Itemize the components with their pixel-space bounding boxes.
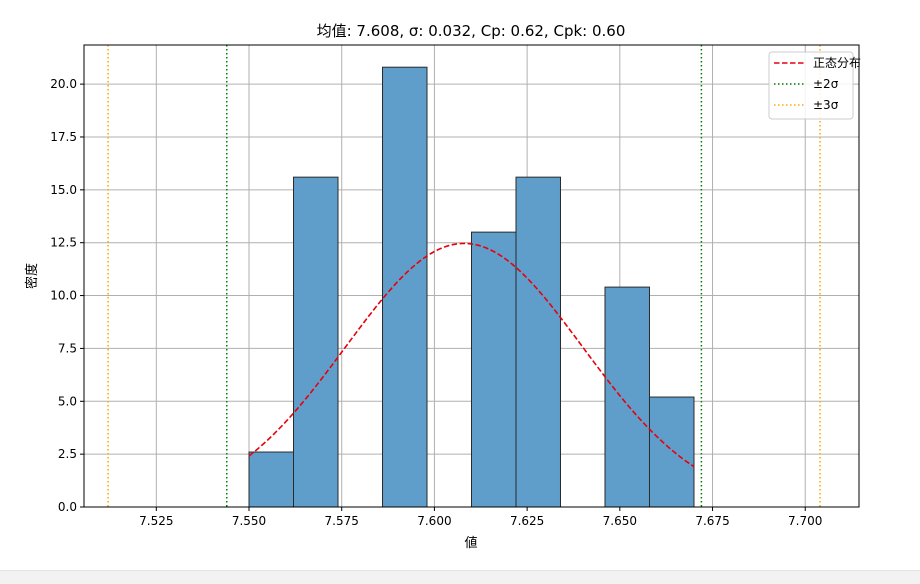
y-tick-label: 5.0 [58, 394, 77, 408]
normal-curve [248, 242, 695, 468]
y-tick-label: 0.0 [58, 500, 77, 514]
y-tick-label: 2.5 [58, 447, 77, 461]
x-tick-label: 7.575 [325, 514, 359, 528]
x-tick-label: 7.700 [788, 514, 822, 528]
histogram-bar [648, 396, 695, 508]
legend-box [768, 51, 854, 120]
legend-normal-label: 正态分布 [813, 56, 861, 70]
x-tick-label: 7.650 [603, 514, 637, 528]
x-tick-label: 7.550 [232, 514, 266, 528]
histogram-bar [471, 231, 517, 508]
histogram-bar [382, 66, 428, 508]
histogram-bar [604, 286, 650, 508]
y-tick-label: 17.5 [50, 130, 77, 144]
y-tick-label: 7.5 [58, 341, 77, 355]
legend-2sigma-label: ±2σ [813, 77, 839, 91]
x-axis-label: 値 [464, 535, 477, 551]
histogram-bars [248, 66, 695, 508]
y-tick-label: 20.0 [50, 77, 77, 91]
plot-frame [83, 44, 860, 508]
legend: 正态分布 ±2σ ±3σ [768, 51, 861, 120]
x-tick-label: 7.525 [139, 514, 173, 528]
x-tick-label: 7.600 [417, 514, 451, 528]
histogram-bar [248, 451, 295, 508]
chart-subtitle: 均值: 7.608, σ: 0.032, Cp: 0.62, Cpk: 0.60 [317, 22, 626, 40]
y-axis-ticks: 0.0 2.5 5.0 7.5 10.0 12.5 15.0 17.5 20.0 [50, 77, 84, 514]
histogram-bar [293, 176, 339, 508]
legend-3sigma-label: ±3σ [813, 98, 839, 112]
y-tick-label: 10.0 [50, 289, 77, 303]
histogram-bar [515, 176, 561, 508]
normal-curve-line [248, 242, 695, 468]
x-axis-ticks: 7.525 7.550 7.575 7.600 7.625 7.650 7.675 7.700 [139, 507, 822, 528]
sigma-lines [107, 45, 821, 507]
y-tick-label: 12.5 [50, 236, 77, 250]
y-axis-label: 密度 [24, 263, 40, 289]
x-tick-label: 7.675 [695, 514, 729, 528]
x-tick-label: 7.625 [510, 514, 544, 528]
window-bottom-bar [0, 570, 920, 584]
y-tick-label: 15.0 [50, 183, 77, 197]
